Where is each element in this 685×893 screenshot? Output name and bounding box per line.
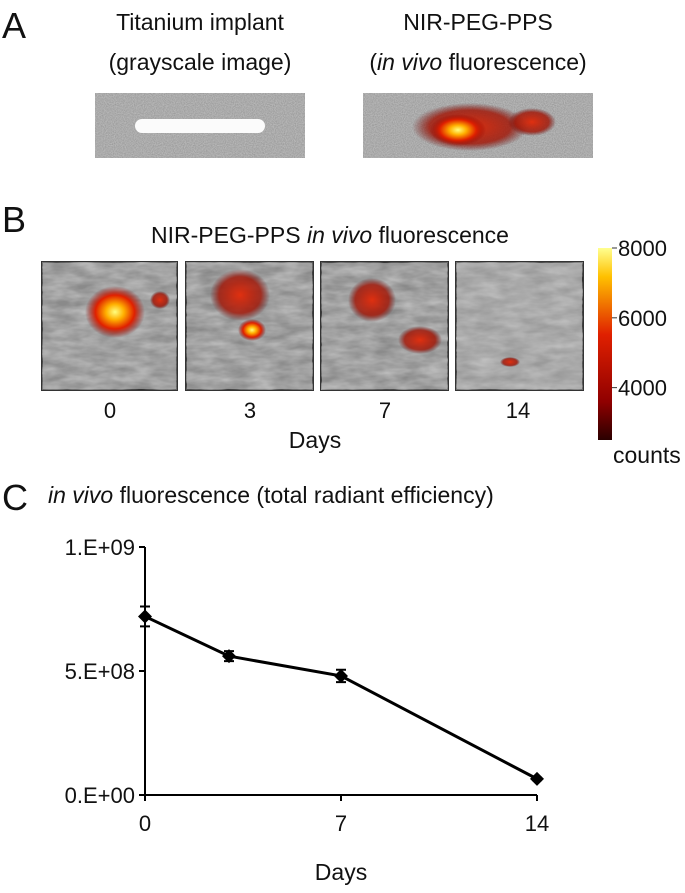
signal bbox=[398, 326, 442, 354]
signal bbox=[238, 319, 266, 341]
day-label: 7 bbox=[379, 398, 391, 423]
marker bbox=[138, 609, 152, 624]
panel-label: C bbox=[2, 477, 28, 518]
signal bbox=[348, 278, 396, 322]
signal bbox=[430, 114, 486, 146]
colorbar-tick-label: 8000 bbox=[618, 236, 667, 261]
x-axis-label: Days bbox=[315, 859, 367, 885]
image-title: NIR-PEG-PPS bbox=[403, 9, 553, 35]
signal bbox=[85, 286, 145, 338]
image-row bbox=[41, 261, 584, 391]
x-axis-label: Days bbox=[289, 427, 341, 453]
panel-title: NIR-PEG-PPS in vivo fluorescence bbox=[151, 222, 509, 248]
y-tick-label: 1.E+09 bbox=[65, 535, 135, 560]
marker bbox=[334, 668, 348, 683]
signal bbox=[210, 269, 270, 321]
x-tick-label: 14 bbox=[525, 811, 549, 836]
x-tick-label: 0 bbox=[139, 811, 151, 836]
image-texture bbox=[456, 262, 583, 390]
y-tick-label: 0.E+00 bbox=[65, 783, 135, 808]
y-tick-label: 5.E+08 bbox=[65, 659, 135, 684]
day-label: 3 bbox=[244, 398, 256, 423]
implant bbox=[135, 119, 265, 133]
marker bbox=[530, 771, 544, 786]
colorbar bbox=[598, 248, 612, 440]
image-title: (in vivo fluorescence) bbox=[369, 49, 586, 75]
day-label: 0 bbox=[104, 398, 116, 423]
signal bbox=[508, 108, 556, 136]
image-title: (grayscale image) bbox=[109, 49, 292, 75]
image-texture bbox=[321, 262, 448, 390]
signal bbox=[500, 357, 520, 367]
marker bbox=[222, 649, 236, 664]
x-tick-label: 7 bbox=[335, 811, 347, 836]
colorbar-tick-label: 4000 bbox=[618, 376, 667, 401]
image-title: Titanium implant bbox=[116, 9, 284, 35]
chart-title: in vivo fluorescence (total radiant effi… bbox=[48, 482, 494, 508]
colorbar-label: counts bbox=[613, 442, 681, 468]
day-label: 14 bbox=[506, 398, 530, 423]
signal bbox=[150, 291, 170, 309]
data-line bbox=[144, 615, 538, 781]
colorbar-tick-label: 6000 bbox=[618, 306, 667, 331]
panel-label: B bbox=[2, 199, 26, 240]
panel-label: A bbox=[2, 5, 26, 46]
